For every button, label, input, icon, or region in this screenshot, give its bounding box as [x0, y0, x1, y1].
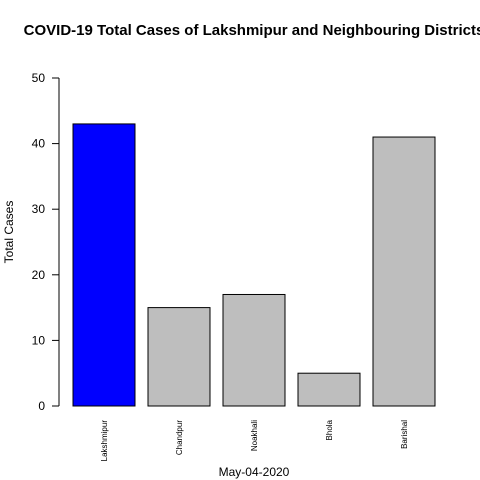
bar-chandpur	[147, 307, 211, 407]
category-label: Lakshmipur	[100, 420, 109, 462]
x-axis-label: May-04-2020	[219, 465, 290, 479]
bar-noakhali	[222, 293, 286, 407]
y-tick-label: 0	[38, 399, 45, 413]
bars	[72, 123, 436, 407]
bar-bhola	[297, 372, 361, 407]
y-tick-label: 30	[32, 202, 46, 216]
category-label: Barishal	[400, 420, 409, 449]
y-tick-label: 10	[32, 333, 46, 347]
category-label: Bhola	[325, 419, 334, 440]
y-tick-label: 40	[32, 137, 46, 151]
bar-barishal	[372, 136, 436, 407]
category-label: Noakhali	[250, 420, 259, 451]
y-axis-label: Total Cases	[2, 201, 16, 264]
y-tick-label: 50	[32, 71, 46, 85]
bar-lakshmipur	[72, 123, 136, 407]
chart-title: COVID-19 Total Cases of Lakshmipur and N…	[24, 22, 480, 39]
category-label: Chandpur	[175, 420, 184, 455]
y-tick-label: 20	[32, 268, 46, 282]
category-labels: Lakshmipur Chandpur Noakhali Bhola Barishal	[100, 419, 409, 461]
y-axis: 0 10 20 30 40 50	[32, 71, 60, 413]
